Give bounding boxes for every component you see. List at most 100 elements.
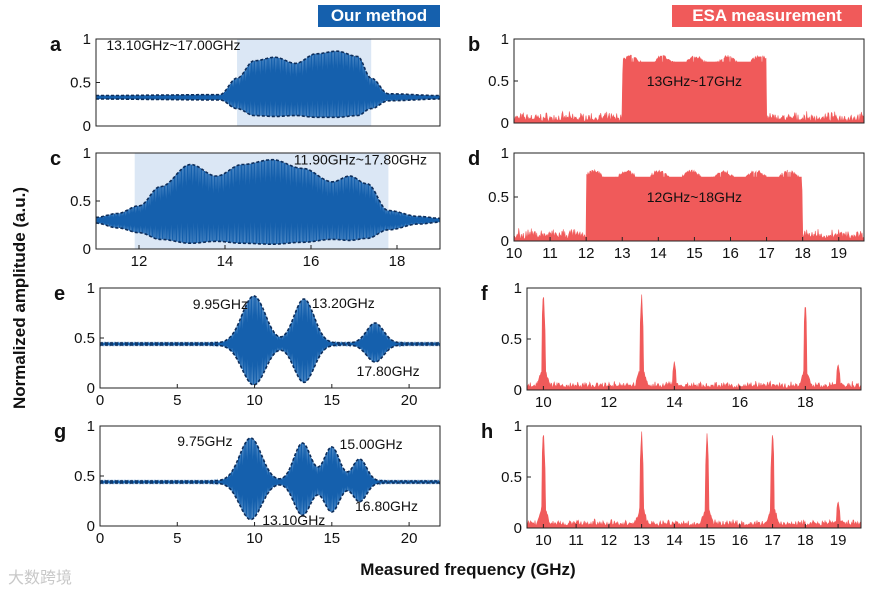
annotation-label: 13.10GHz~17.00GHz [106,37,240,53]
x-tick-label: 12 [578,245,595,262]
y-tick-label: 0 [87,380,95,397]
x-tick-label: 10 [246,530,263,547]
y-tick-label: 0 [87,518,95,535]
x-tick-label: 18 [794,245,811,262]
y-tick-label: 0 [514,520,522,537]
y-tick-label: 1 [83,145,91,162]
x-tick-label: 16 [303,253,320,270]
panel-letter: d [468,148,480,170]
y-tick-label: 1 [514,418,522,435]
y-tick-label: 0 [501,115,509,132]
y-tick-label: 0 [501,233,509,250]
panel-letter: e [54,283,65,305]
plot-area [527,431,861,528]
panel-letter: f [481,283,488,305]
annotation-label: 12GHz~18GHz [647,189,742,205]
our-method-tag: Our method [318,5,440,27]
panel-letter: c [50,148,61,170]
annotation-label: 9.75GHz [177,433,232,449]
x-tick-label: 11 [542,245,558,262]
y-tick-label: 1 [514,280,522,297]
plot-area [100,295,440,386]
y-tick-label: 0 [514,382,522,399]
annotation-label: 13.20GHz [312,295,375,311]
watermark-logo: 大数跨境 [8,570,73,587]
x-tick-label: 10 [246,392,263,409]
panel-d: 0 0.5 1 10 11 12 13 14 15 16 17 18 19 d 12GHz~18GHz [468,145,865,262]
x-tick-label: 10 [506,245,523,262]
x-tick-label: 10 [535,532,552,549]
x-tick-label: 18 [797,532,814,549]
upper-envelope [96,158,440,220]
x-tick-label: 12 [601,394,618,411]
y-tick-label: 0.5 [70,193,91,210]
axes-frame [526,425,862,529]
x-tick-label: 16 [731,532,748,549]
x-tick-label: 18 [797,394,814,411]
panel-g: 00.510 5 10 15 20g 9.75GHz 15.00GHz13.10GHz16.… [54,418,441,547]
y-tick-label: 1 [87,280,95,297]
y-tick-label: 1 [501,31,509,48]
y-tick-label: 0 [83,241,91,258]
annotation-label: 13.10GHz [262,512,325,528]
x-tick-label: 15 [699,532,716,549]
panel-letter: b [468,34,480,56]
plot-area [96,158,440,245]
panel-f: 0 0.5 1 10 12 14 16 18 f [481,280,862,411]
annotation-label: 9.95GHz [193,296,248,312]
annotation-label: 17.80GHz [357,363,420,379]
y-tick-label: 0.5 [74,330,95,347]
x-tick-label: 16 [722,245,739,262]
panel-letter: a [50,34,62,56]
y-tick-label: 1 [501,145,509,162]
esa-band-fill [587,176,802,241]
x-tick-label: 10 [535,394,552,411]
x-tick-label: 19 [830,532,847,549]
x-tick-label: 17 [764,532,781,549]
y-tick-label: 0.5 [488,189,509,206]
plot-area [96,50,440,119]
lower-envelope [96,98,440,119]
y-tick-label: 0.5 [501,331,522,348]
x-tick-label: 13 [614,245,631,262]
axes-frame [526,287,862,391]
panel-h: 0 0.5 1 10 11 12 13 14 15 16 17 18 19 h [481,418,862,549]
x-tick-label: 15 [323,530,340,547]
x-axis-label: Measured frequency (GHz) [360,560,576,579]
x-tick-label: 20 [401,530,418,547]
esa-band-fill [623,61,766,123]
x-tick-label: 12 [131,253,148,270]
upper-envelope [100,437,440,482]
x-tick-label: 15 [323,392,340,409]
plot-area [514,168,864,241]
esa-measurement-tag: ESA measurement [672,5,862,27]
annotation-label: 11.90GHz~17.80GHz [294,152,427,168]
upper-envelope [96,50,440,97]
x-tick-label: 20 [401,392,418,409]
lower-envelope [100,482,440,521]
panel-letter: g [54,421,66,443]
y-tick-label: 0.5 [501,469,522,486]
x-tick-label: 19 [830,245,847,262]
esa-spectrum [527,431,861,528]
y-tick-label: 0.5 [70,75,91,92]
x-tick-label: 15 [686,245,703,262]
x-tick-label: 13 [633,532,650,549]
upper-envelope [100,295,440,344]
plot-area [100,437,440,521]
lower-envelope [100,344,440,386]
esa-spectrum [527,294,861,390]
x-tick-label: 0 [96,392,104,409]
plot-area [514,54,864,123]
x-tick-label: 14 [217,253,234,270]
x-tick-label: 5 [173,530,181,547]
y-tick-label: 0.5 [74,468,95,485]
x-tick-label: 14 [666,532,683,549]
panel-b: 0 0.5 1 b 13GHz~17GHz [468,31,865,132]
x-tick-label: 5 [173,392,181,409]
x-tick-label: 17 [758,245,775,262]
x-tick-label: 12 [601,532,618,549]
annotation-label: 15.00GHz [340,436,403,452]
